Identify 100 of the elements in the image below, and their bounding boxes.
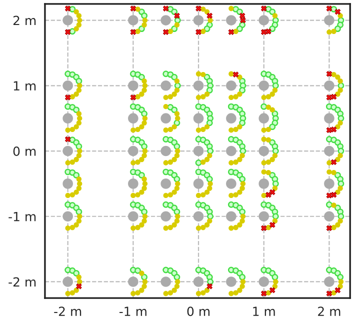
point xyxy=(260,225,267,232)
point xyxy=(226,80,236,91)
point xyxy=(269,287,276,294)
point xyxy=(330,159,337,165)
point xyxy=(128,80,138,91)
point xyxy=(258,211,270,222)
point xyxy=(324,15,334,26)
point xyxy=(324,80,334,91)
point xyxy=(160,80,171,91)
point xyxy=(206,12,212,19)
x-tick-label: -1 m xyxy=(119,306,146,316)
point xyxy=(160,15,171,26)
point xyxy=(193,15,204,26)
y-tick-label: 0 m xyxy=(13,146,36,156)
point xyxy=(324,113,334,124)
point xyxy=(226,113,236,124)
point xyxy=(324,211,334,222)
point xyxy=(193,113,204,124)
point xyxy=(193,146,204,156)
point xyxy=(330,192,337,198)
point xyxy=(64,6,71,12)
point xyxy=(258,146,270,156)
point xyxy=(260,29,267,35)
y-tick-label: 2 m xyxy=(13,16,36,26)
point xyxy=(160,276,171,287)
point xyxy=(334,287,341,294)
point xyxy=(62,15,73,26)
point xyxy=(128,15,138,26)
x-tick-label: 0 m xyxy=(187,306,210,316)
point xyxy=(266,28,272,34)
point xyxy=(258,15,270,26)
point xyxy=(260,6,267,12)
point xyxy=(226,15,236,26)
point xyxy=(196,6,202,12)
point xyxy=(326,6,332,12)
point xyxy=(128,113,138,124)
point xyxy=(130,6,136,12)
point xyxy=(128,178,138,189)
point xyxy=(62,80,73,91)
point xyxy=(62,276,73,287)
point xyxy=(226,146,236,156)
y-tick-label: -1 m xyxy=(8,212,36,222)
point xyxy=(62,146,73,156)
x-tick-label: 1 m xyxy=(253,306,275,316)
point xyxy=(160,146,171,156)
point xyxy=(62,211,73,222)
point xyxy=(258,113,270,124)
point xyxy=(324,178,334,189)
point xyxy=(239,12,246,19)
point xyxy=(76,283,82,290)
point xyxy=(64,94,71,100)
point xyxy=(196,29,202,35)
point xyxy=(130,94,136,100)
point xyxy=(160,178,171,189)
point xyxy=(326,290,332,296)
point xyxy=(193,80,204,91)
point xyxy=(260,290,267,296)
x-tick-label: 2 m xyxy=(318,306,340,316)
point xyxy=(226,211,236,222)
point xyxy=(193,178,204,189)
point xyxy=(62,178,73,189)
point xyxy=(160,113,171,124)
point xyxy=(162,29,169,35)
point xyxy=(128,146,138,156)
point xyxy=(226,276,236,287)
point xyxy=(174,12,180,19)
point xyxy=(228,29,234,35)
point xyxy=(326,192,332,198)
point xyxy=(326,94,332,100)
point xyxy=(64,136,71,142)
point xyxy=(258,80,270,91)
point xyxy=(193,276,204,287)
point xyxy=(226,178,236,189)
point xyxy=(193,211,204,222)
point xyxy=(324,276,334,287)
point xyxy=(160,211,171,222)
point xyxy=(326,71,332,77)
point xyxy=(258,276,270,287)
point xyxy=(128,211,138,222)
point xyxy=(334,8,341,15)
point xyxy=(269,189,276,196)
x-tick-label: -2 m xyxy=(54,306,82,316)
point xyxy=(269,222,276,228)
point xyxy=(162,6,169,12)
point xyxy=(240,17,246,24)
y-tick-label: 1 m xyxy=(14,81,36,90)
point xyxy=(324,146,334,156)
point xyxy=(206,283,212,290)
y-tick-label: -2 m xyxy=(8,277,36,286)
point xyxy=(232,72,239,78)
point xyxy=(64,29,71,35)
point xyxy=(266,192,272,198)
point xyxy=(326,225,332,232)
point xyxy=(330,126,337,132)
point xyxy=(130,29,136,35)
point xyxy=(326,127,332,133)
point xyxy=(330,94,337,100)
point xyxy=(62,113,73,124)
point xyxy=(258,178,270,189)
point xyxy=(128,276,138,287)
